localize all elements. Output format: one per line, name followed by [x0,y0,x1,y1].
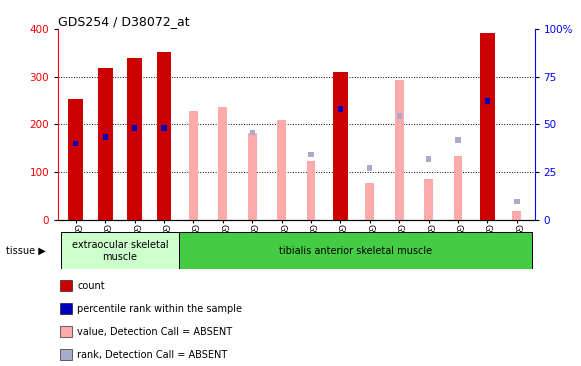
Bar [397,113,402,119]
Bar [132,126,137,131]
Bar [485,98,490,104]
Bar [512,210,521,220]
Bar [60,326,73,337]
Bar [307,161,315,220]
Text: tissue ▶: tissue ▶ [6,246,45,256]
Bar [426,156,431,162]
Text: tibialis anterior skeletal muscle: tibialis anterior skeletal muscle [278,246,432,256]
Bar [424,179,433,220]
Bar [73,141,78,146]
Bar [189,111,198,220]
Text: count: count [77,281,105,291]
Bar [333,72,348,220]
Bar [367,165,372,171]
Bar [365,183,374,220]
Bar [277,120,286,220]
Bar [454,156,462,220]
Bar [514,199,519,204]
Bar [98,68,113,220]
Bar [61,232,179,269]
Bar [60,303,73,314]
Bar [60,349,73,360]
Bar [309,152,314,157]
Bar [248,132,257,220]
Bar [69,99,83,220]
Bar [480,33,495,220]
Bar [338,107,343,112]
Text: GDS254 / D38072_at: GDS254 / D38072_at [58,15,190,28]
Bar [127,58,142,220]
Bar [157,52,171,220]
Text: percentile rank within the sample: percentile rank within the sample [77,304,242,314]
Text: extraocular skeletal
muscle: extraocular skeletal muscle [71,240,168,262]
Bar [456,137,461,142]
Bar [218,107,227,220]
Bar [102,134,108,140]
Bar [179,232,532,269]
Text: value, Detection Call = ABSENT: value, Detection Call = ABSENT [77,327,232,337]
Bar [60,280,73,291]
Bar [162,126,167,131]
Bar [395,80,404,220]
Text: rank, Detection Call = ABSENT: rank, Detection Call = ABSENT [77,350,227,359]
Bar [250,130,255,135]
